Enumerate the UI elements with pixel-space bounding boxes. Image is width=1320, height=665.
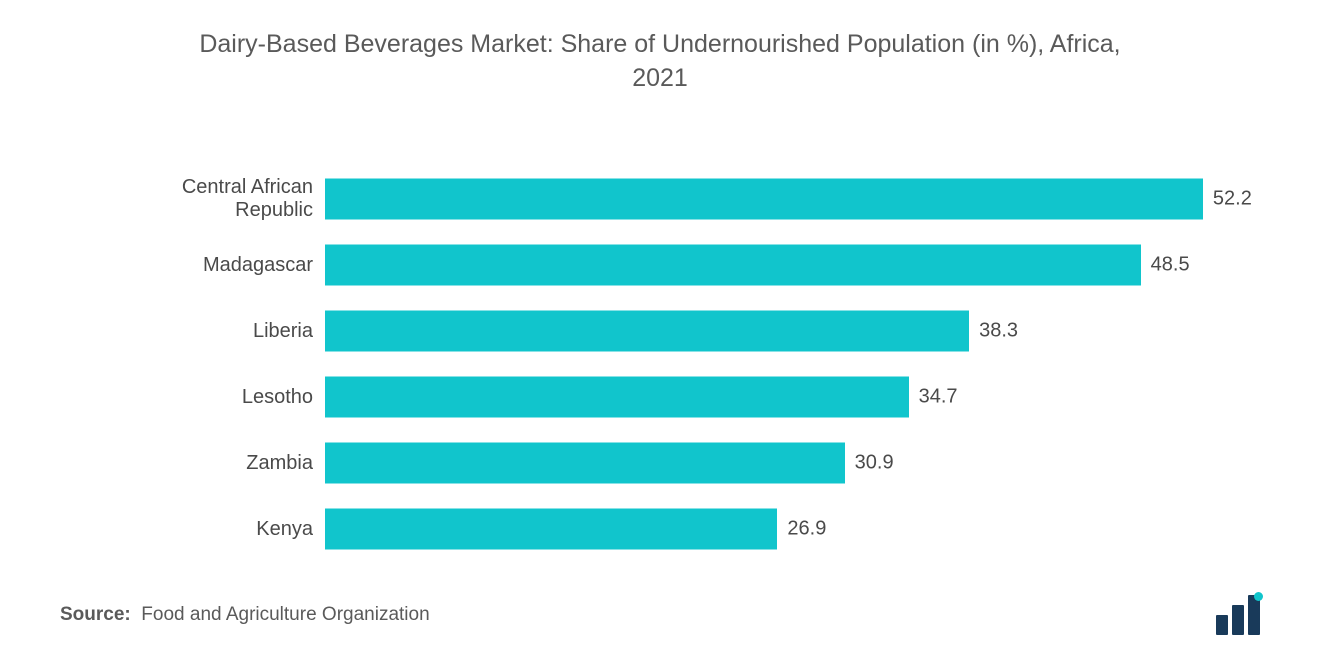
logo-bar	[1232, 605, 1244, 635]
value-label: 52.2	[1213, 188, 1252, 211]
category-label: Lesotho	[105, 386, 325, 409]
bar-track: 34.7	[325, 364, 1250, 430]
value-label: 26.9	[787, 518, 826, 541]
bar-row: Lesotho 34.7	[105, 364, 1250, 430]
logo-bar	[1248, 595, 1260, 635]
bar-track: 26.9	[325, 496, 1250, 562]
value-label: 48.5	[1151, 254, 1190, 277]
bar	[325, 377, 909, 418]
bar	[325, 245, 1141, 286]
bar	[325, 311, 969, 352]
bar-track: 38.3	[325, 298, 1250, 364]
category-label: Central African Republic	[105, 176, 325, 222]
bar-track: 52.2	[325, 166, 1250, 232]
bar-track: 48.5	[325, 232, 1250, 298]
bar-row: Liberia 38.3	[105, 298, 1250, 364]
bar-row: Madagascar 48.5	[105, 232, 1250, 298]
category-label: Liberia	[105, 320, 325, 343]
value-label: 30.9	[855, 452, 894, 475]
chart-footer: Source: Food and Agriculture Organizatio…	[60, 595, 1260, 635]
logo-bar	[1216, 615, 1228, 635]
logo-dot-icon	[1254, 592, 1263, 601]
bar-track: 30.9	[325, 430, 1250, 496]
bar-row: Zambia 30.9	[105, 430, 1250, 496]
chart-title: Dairy-Based Beverages Market: Share of U…	[0, 28, 1320, 96]
bar-row: Kenya 26.9	[105, 496, 1250, 562]
bar	[325, 443, 845, 484]
bar	[325, 509, 777, 550]
value-label: 38.3	[979, 320, 1018, 343]
value-label: 34.7	[919, 386, 958, 409]
bar	[325, 179, 1203, 220]
category-label: Kenya	[105, 518, 325, 541]
brand-logo	[1216, 595, 1260, 635]
source-text: Food and Agriculture Organization	[131, 604, 430, 625]
chart-container: Dairy-Based Beverages Market: Share of U…	[0, 0, 1320, 665]
chart-title-line1: Dairy-Based Beverages Market: Share of U…	[0, 28, 1320, 62]
chart-title-line2: 2021	[0, 62, 1320, 96]
category-label: Zambia	[105, 452, 325, 475]
source-citation: Source: Food and Agriculture Organizatio…	[60, 604, 430, 626]
chart-plot-area: Central African Republic 52.2 Madagascar 48…	[105, 166, 1250, 562]
bar-row: Central African Republic 52.2	[105, 166, 1250, 232]
source-label: Source:	[60, 604, 131, 625]
category-label: Madagascar	[105, 254, 325, 277]
